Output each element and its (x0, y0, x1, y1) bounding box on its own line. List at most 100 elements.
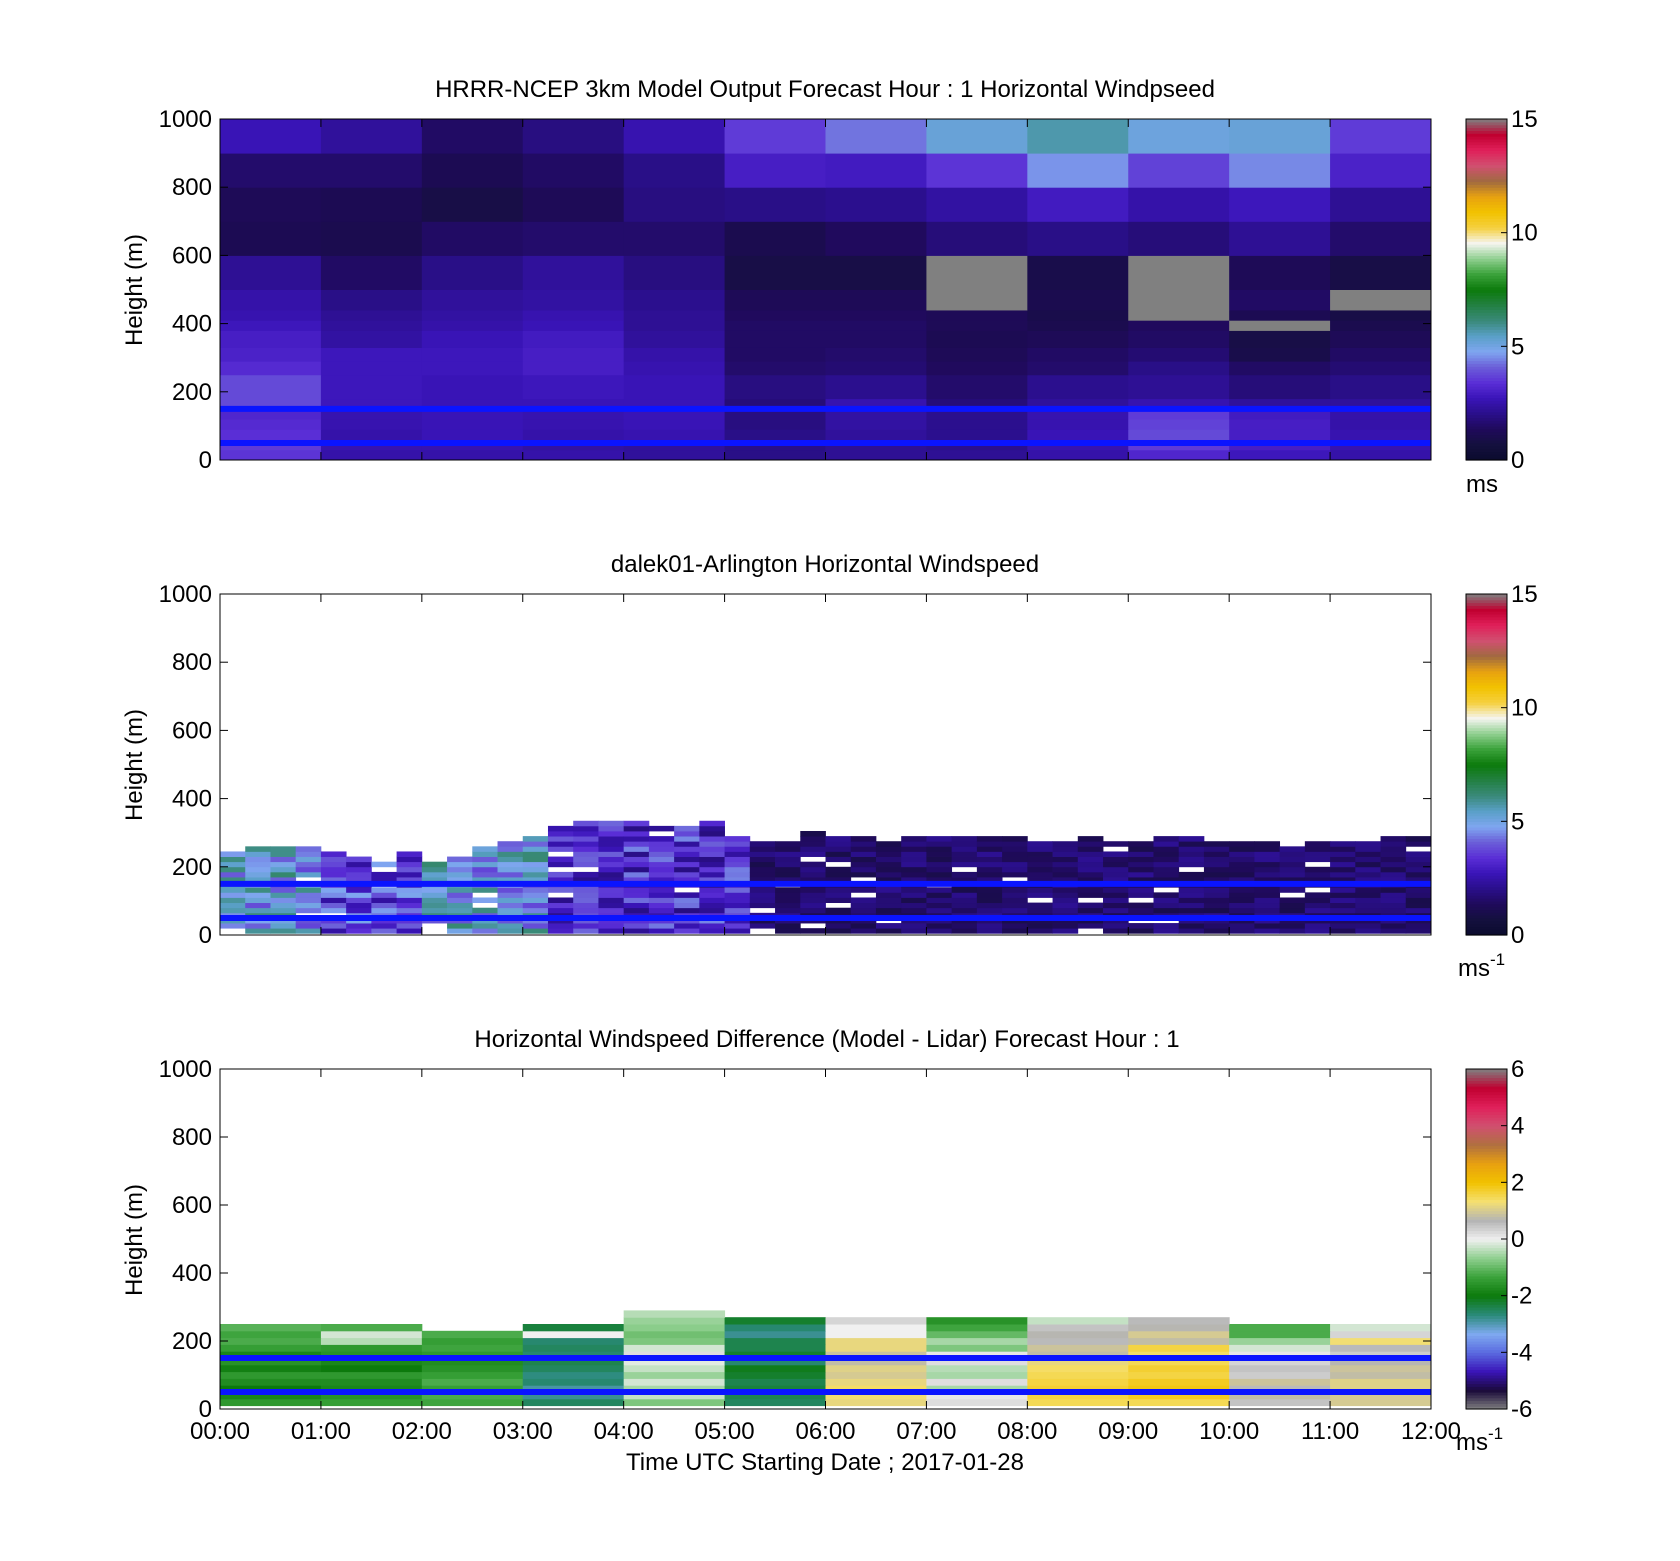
heatmap-cell (1229, 187, 1331, 222)
heatmap-cell (320, 289, 423, 311)
heatmap-cell (951, 902, 978, 909)
heatmap-cell (573, 877, 599, 883)
heatmap-cell (547, 907, 574, 914)
heatmap-cell (1128, 928, 1154, 934)
heatmap-cell (1304, 907, 1331, 914)
heatmap-cell (1304, 892, 1331, 898)
heatmap-cell (800, 851, 826, 857)
heatmap-cell (1077, 866, 1104, 873)
heatmap-cell (800, 892, 826, 898)
heatmap-cell (598, 907, 625, 914)
heatmap-cell (1027, 1337, 1129, 1345)
heatmap-cell (724, 1371, 826, 1379)
colorbar-swatch (1466, 1125, 1507, 1130)
colorbar-swatch (1466, 1287, 1507, 1291)
heatmap-cell (1380, 851, 1407, 857)
colorbar-swatch (1466, 645, 1507, 649)
heatmap-cell (926, 374, 1028, 400)
heatmap-cell (1229, 289, 1331, 311)
heatmap-cell (1027, 1385, 1129, 1393)
colorbar-swatch (1466, 1219, 1507, 1223)
y-tick-label: 600 (172, 242, 212, 269)
colorbar-swatch (1466, 781, 1507, 785)
heatmap-cell (1380, 892, 1407, 898)
heatmap-cell (1405, 856, 1431, 863)
heatmap-cell (775, 887, 801, 893)
heatmap-cell (598, 897, 625, 904)
colorbar-swatch (1466, 1264, 1507, 1268)
heatmap-cell (1077, 887, 1104, 893)
heatmap-cell (951, 841, 978, 847)
heatmap-cell (220, 408, 322, 420)
heatmap-cell (220, 153, 322, 188)
heatmap-cell (699, 861, 725, 868)
heatmap-cell (749, 846, 776, 852)
heatmap-cell (346, 861, 372, 868)
colorbar-swatch (1466, 673, 1507, 678)
heatmap-cell (926, 289, 1028, 311)
heatmap-cell (220, 309, 322, 321)
heatmap-cell (724, 841, 751, 847)
colorbar-swatch (1466, 349, 1507, 353)
heatmap-cell (1153, 928, 1180, 934)
colorbar-swatch (1466, 815, 1507, 820)
heatmap-cell (1330, 374, 1431, 400)
heatmap-cell (1002, 923, 1028, 929)
heatmap-cell (547, 928, 574, 934)
y-tick-label: 400 (172, 786, 212, 813)
heatmap-cell (775, 902, 801, 909)
heatmap-cell (1027, 1398, 1129, 1407)
colorbar-swatch (1466, 841, 1507, 845)
colorbar-swatch (1466, 363, 1507, 367)
heatmap-cell (699, 820, 725, 827)
colorbar-swatch (1466, 895, 1507, 899)
heatmap-cell (1229, 1371, 1331, 1379)
heatmap-cell (1380, 866, 1407, 873)
heatmap-cell (1128, 289, 1230, 311)
colorbar-swatch (1466, 917, 1507, 922)
heatmap-cell (1052, 892, 1079, 898)
heatmap-cell (825, 923, 852, 929)
heatmap-cell (926, 836, 953, 842)
heatmap-cell (1153, 892, 1180, 898)
colorbar-swatch (1466, 690, 1507, 695)
heatmap-cell (1330, 408, 1431, 420)
heatmap-cell (1405, 897, 1431, 904)
heatmap-cell (1128, 429, 1230, 441)
heatmap-cell (1077, 907, 1104, 914)
heatmap-cell (421, 398, 524, 410)
heatmap-cell (245, 871, 271, 878)
heatmap-cell (245, 877, 271, 883)
heatmap-cell (346, 907, 372, 914)
colorbar-swatch (1466, 400, 1507, 404)
colorbar-swatch (1466, 758, 1507, 763)
y-tick-label: 600 (172, 1192, 212, 1219)
heatmap-cell (724, 119, 826, 154)
heatmap-cell (1254, 897, 1281, 904)
colorbar-swatch (1466, 332, 1507, 336)
colorbar-swatch (1466, 883, 1507, 888)
heatmap-cell (775, 851, 801, 857)
heatmap-cell (220, 320, 322, 331)
heatmap-cell (1380, 928, 1407, 934)
heatmap-cell (1052, 928, 1079, 934)
heatmap-cell (1304, 902, 1331, 909)
heatmap-cell (598, 846, 625, 852)
heatmap-cell (1052, 887, 1079, 893)
heatmap-cell (1128, 221, 1230, 256)
colorbar-swatch (1466, 431, 1507, 436)
heatmap-cell (1103, 861, 1129, 868)
heatmap-cell (1153, 866, 1180, 873)
heatmap-cell (522, 1378, 625, 1386)
heatmap-cell (825, 1330, 927, 1339)
colorbar-swatch (1466, 451, 1507, 455)
heatmap-cell (270, 923, 297, 929)
heatmap-cell (547, 887, 574, 893)
heatmap-cell (1153, 871, 1180, 878)
heatmap-cell (1128, 153, 1230, 188)
colorbar-swatch (1466, 744, 1507, 749)
heatmap-cell (1153, 923, 1180, 929)
heatmap-cell (522, 374, 625, 400)
heatmap-cell (1355, 907, 1381, 914)
heatmap-cell (724, 1337, 826, 1345)
